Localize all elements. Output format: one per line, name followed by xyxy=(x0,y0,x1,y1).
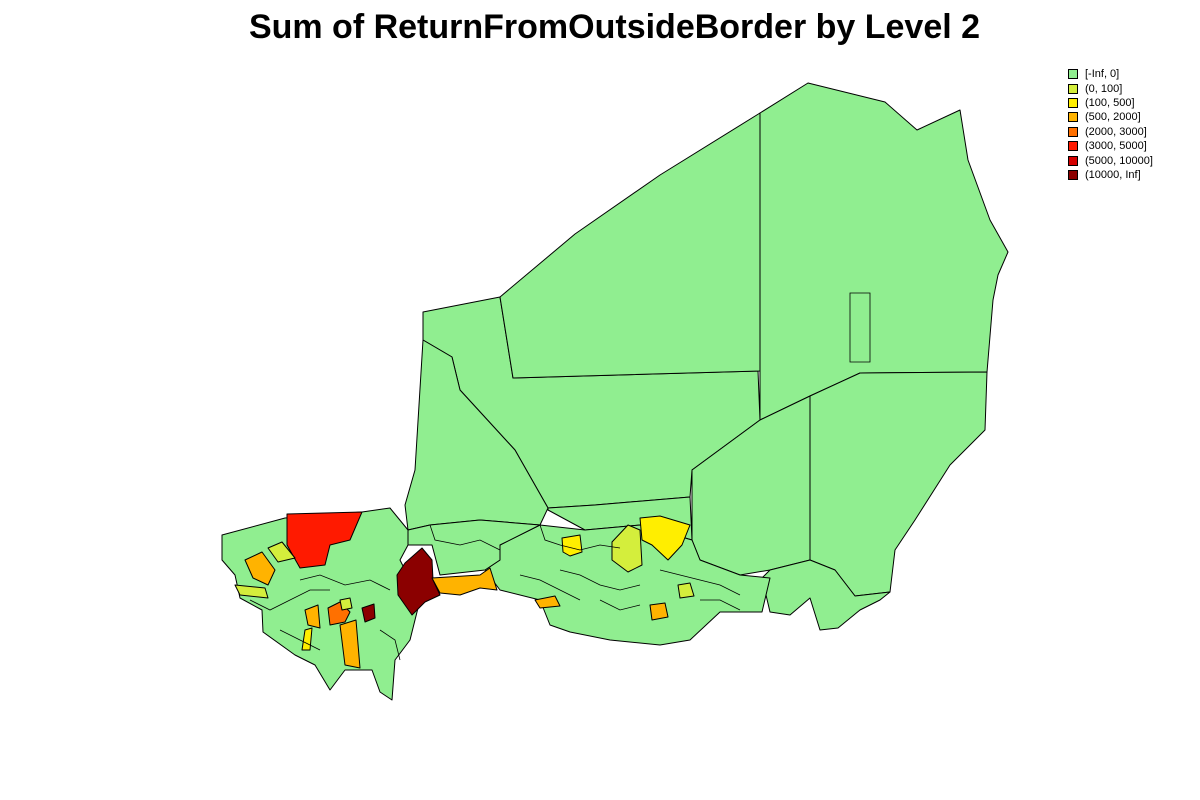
legend-label: [-Inf, 0] xyxy=(1085,68,1120,81)
region-dark-red-central xyxy=(396,547,441,616)
legend-swatch xyxy=(1068,169,1078,180)
legend-swatch xyxy=(1068,155,1078,166)
region-north-east xyxy=(759,82,1009,421)
legend-swatch xyxy=(1068,126,1078,137)
internal-boundaries xyxy=(249,292,871,661)
legend-label: (10000, Inf] xyxy=(1085,168,1141,181)
region-lime-south xyxy=(234,584,269,599)
legend-swatch xyxy=(1068,97,1078,108)
region-yellow-large xyxy=(639,515,691,561)
legend-item: (0, 100] xyxy=(1068,81,1153,95)
region-orange-east xyxy=(649,602,669,621)
legend-swatch xyxy=(1068,83,1078,94)
region-south-west-main xyxy=(221,507,421,701)
region-east-central xyxy=(809,371,988,597)
region-lime-north xyxy=(611,524,643,573)
legend-label: (500, 2000] xyxy=(1085,111,1141,124)
legend-item: (10000, Inf] xyxy=(1068,168,1153,182)
legend-label: (3000, 5000] xyxy=(1085,140,1147,153)
legend-item: (3000, 5000] xyxy=(1068,139,1153,153)
region-tillaberi-north xyxy=(286,511,363,569)
region-orange-south-a xyxy=(339,619,361,669)
legend-item: (100, 500] xyxy=(1068,96,1153,110)
region-lime-west xyxy=(267,541,296,563)
region-lime-east xyxy=(677,582,695,599)
legend-item: [-Inf, 0] xyxy=(1068,67,1153,81)
region-yellow-mid xyxy=(561,534,583,557)
legend-swatch xyxy=(1068,69,1078,80)
region-south-belt-west xyxy=(407,519,541,576)
legend-label: (2000, 3000] xyxy=(1085,125,1147,138)
legend-item: (5000, 10000] xyxy=(1068,153,1153,167)
region-orange-mid xyxy=(534,595,561,609)
legend-swatch xyxy=(1068,141,1078,152)
region-orange-band xyxy=(431,567,498,596)
legend-label: (0, 100] xyxy=(1085,82,1123,95)
page-title: Sum of ReturnFromOutsideBorder by Level … xyxy=(248,8,981,46)
map-legend: [-Inf, 0] (0, 100] (100, 500] (500, 2000] (2… xyxy=(1068,67,1153,182)
region-dark-red-small xyxy=(361,603,376,623)
legend-label: (5000, 10000] xyxy=(1085,154,1153,167)
legend-item: (500, 2000] xyxy=(1068,110,1153,124)
region-lime-small xyxy=(339,597,353,611)
region-orange-south-b xyxy=(304,604,321,629)
legend-label: (100, 500] xyxy=(1085,96,1135,109)
region-north-central xyxy=(499,112,761,379)
region-orange-west xyxy=(244,551,276,586)
legend-item: (2000, 3000] xyxy=(1068,125,1153,139)
legend-swatch xyxy=(1068,112,1078,123)
